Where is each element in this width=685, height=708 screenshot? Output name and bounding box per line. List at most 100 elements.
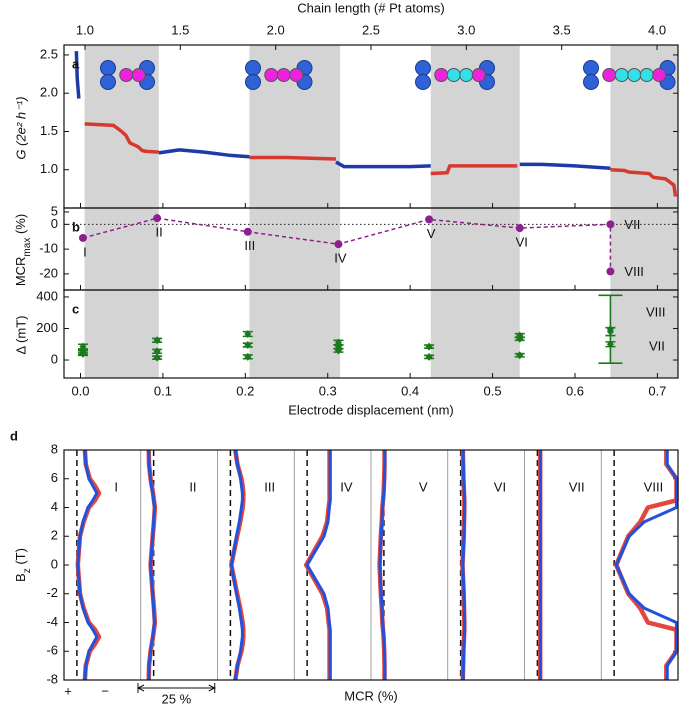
x-tick-label: 0.7 <box>648 383 666 398</box>
plot-layer: 1.01.52.02.5a50-10-20IIIIIIIVVVIVIIVIIIb… <box>10 0 679 706</box>
chain-atom <box>459 68 474 82</box>
y-tick-label: 0 <box>51 351 58 366</box>
blue-atom <box>583 74 599 90</box>
x-tick-label: 0.3 <box>319 383 337 398</box>
conductance-trace <box>84 122 678 197</box>
label-part: (T) <box>13 548 28 568</box>
y-axis-title: MCRmax (%) <box>13 214 33 286</box>
molecule-cartoons <box>100 60 676 90</box>
delta-point <box>516 351 524 360</box>
panel-label: c <box>72 301 79 316</box>
x-tick-label: 0.5 <box>484 383 502 398</box>
chain-atom <box>446 68 461 82</box>
label-part: MCR <box>13 257 28 287</box>
chain-atom <box>434 68 449 82</box>
y-tick-label: 5 <box>51 203 58 218</box>
conductance-trace <box>74 51 611 170</box>
shading-layer <box>84 45 678 378</box>
chain-atom <box>639 68 654 82</box>
mcr-curve <box>229 449 244 681</box>
panel-label: d <box>10 428 18 443</box>
region-label: VII <box>649 338 665 353</box>
label-part: z <box>22 568 33 573</box>
point-label: IV <box>334 251 347 266</box>
subpanel-label: VI <box>494 479 506 494</box>
top-tick-label: 2.0 <box>267 22 285 37</box>
scale-bar <box>136 683 216 693</box>
mcr-curve <box>614 450 678 680</box>
point-label: I <box>83 244 87 259</box>
subpanel-label: I <box>114 479 118 494</box>
y-tick-label: 2.5 <box>40 46 58 61</box>
y-tick-label: 400 <box>36 288 58 303</box>
subpanel-label: VII <box>569 479 585 494</box>
y-tick-label: -20 <box>39 265 58 280</box>
mcr-curve <box>147 449 157 681</box>
x-tick-label: 0.0 <box>71 383 89 398</box>
point-label: III <box>244 238 255 253</box>
shaded-region <box>249 208 341 290</box>
mcr-point <box>153 214 162 223</box>
mcr-point <box>606 220 615 229</box>
x-tick-label: 0.6 <box>566 383 584 398</box>
y-tick-label: 0 <box>51 216 58 231</box>
subpanel-label: VIII <box>644 479 664 494</box>
y-tick-label: -10 <box>39 241 58 256</box>
delta-point <box>334 346 342 355</box>
blue-atom <box>583 60 599 76</box>
y-tick-label: -2 <box>46 585 58 600</box>
delta-point <box>425 342 433 351</box>
delta-point <box>244 352 252 361</box>
x-tick-label: 0.4 <box>401 383 419 398</box>
scale-bar-label: 25 % <box>162 691 192 706</box>
y-axis-title: Bz (T) <box>13 548 33 582</box>
top-tick-label: 1.0 <box>76 22 94 37</box>
label-part: max <box>22 238 33 257</box>
y-tick-label: 8 <box>51 441 58 456</box>
shaded-region <box>430 208 520 290</box>
panel-label: b <box>72 219 80 234</box>
connector <box>82 217 612 272</box>
y-tick-label: 4 <box>51 499 58 514</box>
subpanel-label: V <box>419 479 428 494</box>
point-label: VI <box>516 235 528 250</box>
panel-frame <box>63 289 679 379</box>
blue-atom <box>415 74 431 90</box>
y-tick-label: 6 <box>51 470 58 485</box>
y-tick-label: 200 <box>36 320 58 335</box>
chain-atom <box>471 68 486 82</box>
mcr-curve <box>461 449 467 681</box>
mcr-point <box>78 233 87 242</box>
point-label: VIII <box>624 264 644 279</box>
mcr-curve <box>76 449 99 681</box>
top-tick-label: 1.5 <box>171 22 189 37</box>
delta-point <box>153 353 161 362</box>
mcr-curve <box>305 450 332 680</box>
shaded-region <box>610 208 678 290</box>
chain-atom <box>264 68 279 82</box>
chain-atom <box>614 68 629 82</box>
delta-point <box>606 340 614 349</box>
region-label: VIII <box>646 304 666 319</box>
y-tick-label: 2 <box>51 528 58 543</box>
chain-atom <box>289 68 304 82</box>
chain-atom <box>652 68 667 82</box>
y-tick-label: 1.0 <box>40 161 58 176</box>
delta-point <box>244 341 252 350</box>
subpanel-label: II <box>189 479 196 494</box>
mcr-point <box>425 215 434 224</box>
sign-label: + <box>64 683 72 698</box>
mcr-point <box>243 227 252 236</box>
delta-point <box>425 352 433 361</box>
top-axis-title: Chain length (# Pt atoms) <box>297 0 444 15</box>
subpanel-label: IV <box>340 479 353 494</box>
label-part: (%) <box>13 214 28 238</box>
shaded-region <box>249 290 341 378</box>
y-tick-label: 1.5 <box>40 123 58 138</box>
top-tick-label: 3.5 <box>553 22 571 37</box>
blue-atom <box>245 74 261 90</box>
y-tick-label: -4 <box>46 614 58 629</box>
chain-atom <box>131 68 146 82</box>
delta-point <box>516 334 524 343</box>
mcr-curve <box>75 449 102 681</box>
